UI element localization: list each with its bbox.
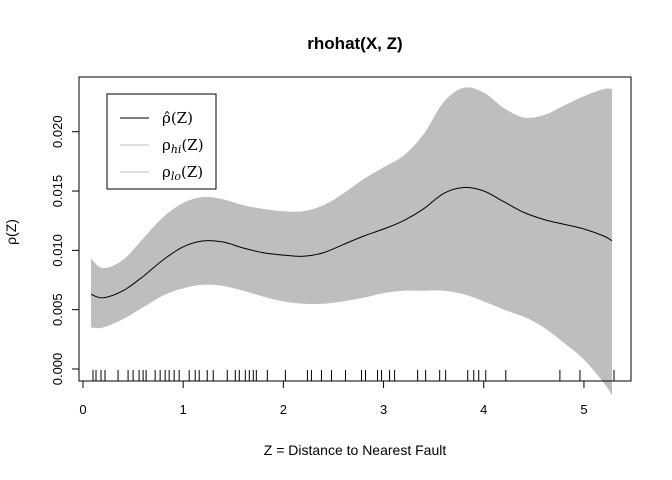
x-tick-label: 3 [380, 402, 387, 417]
legend-box [106, 93, 217, 190]
x-tick-label: 0 [79, 402, 86, 417]
y-tick-label: 0.005 [50, 293, 65, 326]
x-tick-label: 4 [480, 402, 487, 417]
x-tick-label: 2 [280, 402, 287, 417]
legend-entry: ρ̂(Z) [162, 109, 193, 127]
plot-area [90, 87, 615, 396]
legend-entry: ρhi(Z) [162, 136, 204, 156]
y-tick-label: 0.020 [50, 115, 65, 148]
y-tick-label: 0.015 [50, 175, 65, 208]
chart-title: rhohat(X, Z) [307, 34, 402, 53]
x-tick-label: 5 [580, 402, 587, 417]
y-axis-label: ρ(Z) [3, 219, 19, 245]
x-axis-label: Z = Distance to Nearest Fault [264, 442, 447, 458]
legend: ρ̂(Z) ρhi(Z) ρlo(Z) [106, 93, 217, 190]
rho-hat-line [90, 186, 613, 299]
legend-entry: ρlo(Z) [162, 163, 203, 183]
y-tick-label: 0.010 [50, 234, 65, 267]
y-tick-label: 0.000 [50, 353, 65, 386]
x-tick-label: 1 [180, 402, 187, 417]
plot-frame [78, 76, 632, 382]
